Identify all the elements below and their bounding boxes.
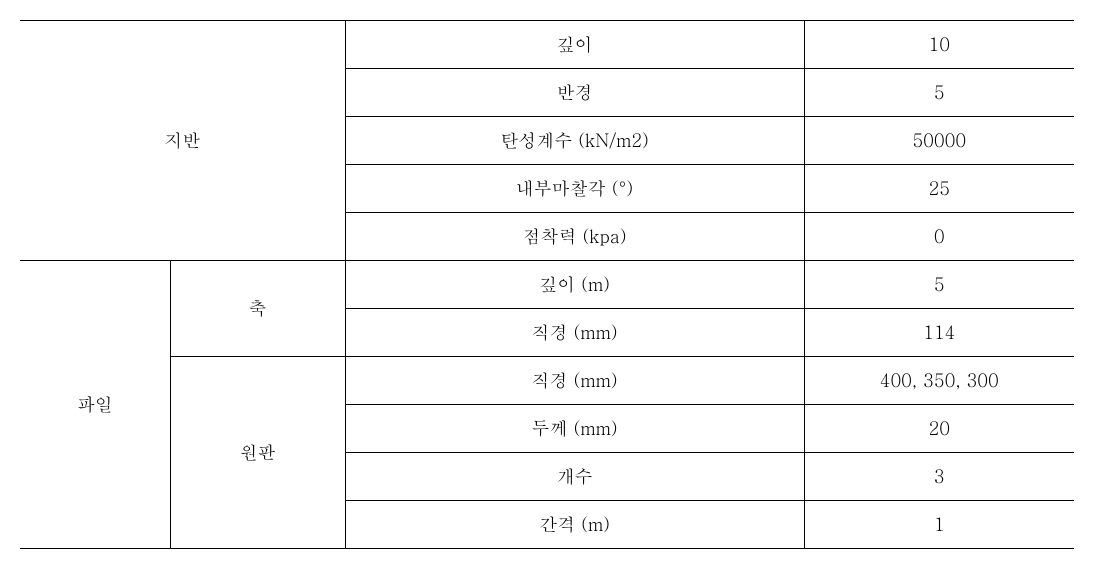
param-value: 20 — [804, 405, 1074, 453]
param-value: 0 — [804, 213, 1074, 261]
param-value: 400, 350, 300 — [804, 357, 1074, 405]
param-value: 25 — [804, 165, 1074, 213]
param-label: 두께 (mm) — [345, 405, 804, 453]
param-label: 탄성계수 (kN/m2) — [345, 117, 804, 165]
table-row: 지반 깊이 10 — [20, 21, 1074, 69]
param-value: 50000 — [804, 117, 1074, 165]
param-label: 점착력 (kpa) — [345, 213, 804, 261]
param-label: 깊이 — [345, 21, 804, 69]
param-label: 반경 — [345, 69, 804, 117]
param-value: 3 — [804, 453, 1074, 501]
param-value: 10 — [804, 21, 1074, 69]
param-value: 5 — [804, 261, 1074, 309]
parameter-table-container: 지반 깊이 10 반경 5 탄성계수 (kN/m2) 50000 내부마찰각 (… — [20, 20, 1074, 549]
param-label: 개수 — [345, 453, 804, 501]
param-label: 직경 (mm) — [345, 357, 804, 405]
param-label: 깊이 (m) — [345, 261, 804, 309]
param-value: 114 — [804, 309, 1074, 357]
table-row: 원판 직경 (mm) 400, 350, 300 — [20, 357, 1074, 405]
table-row: 파일 축 깊이 (m) 5 — [20, 261, 1074, 309]
subgroup-label-plate: 원판 — [170, 357, 345, 549]
param-label: 내부마찰각 (°) — [345, 165, 804, 213]
param-label: 간격 (m) — [345, 501, 804, 549]
parameter-table: 지반 깊이 10 반경 5 탄성계수 (kN/m2) 50000 내부마찰각 (… — [20, 20, 1074, 549]
subgroup-label-shaft: 축 — [170, 261, 345, 357]
param-label: 직경 (mm) — [345, 309, 804, 357]
group-label-ground: 지반 — [20, 21, 345, 261]
group-label-pile: 파일 — [20, 261, 170, 549]
param-value: 1 — [804, 501, 1074, 549]
param-value: 5 — [804, 69, 1074, 117]
